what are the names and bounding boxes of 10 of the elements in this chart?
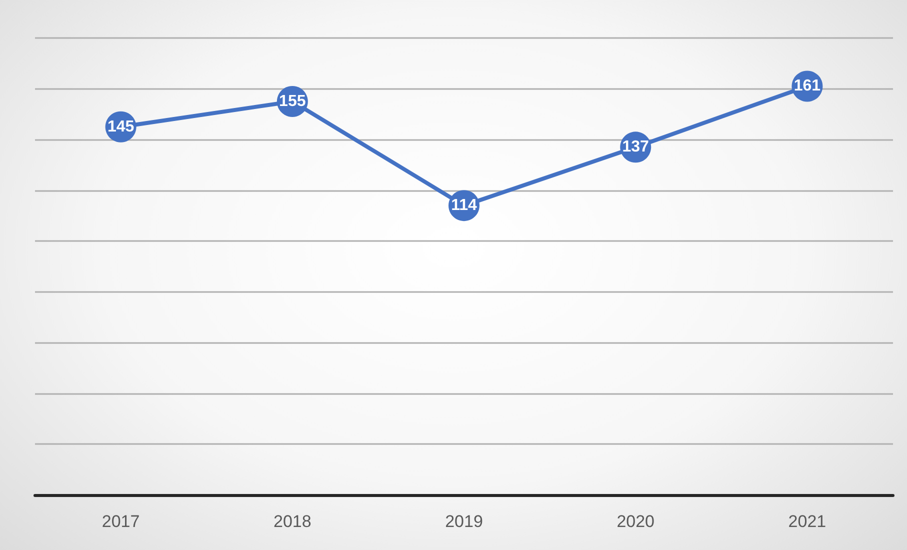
x-tick-label: 2018 xyxy=(273,512,312,531)
data-label: 145 xyxy=(107,118,134,136)
x-tick-label: 2021 xyxy=(788,512,826,531)
x-tick-label: 2017 xyxy=(102,512,140,531)
x-tick-label: 2019 xyxy=(445,512,483,531)
data-label: 161 xyxy=(794,78,821,95)
data-label: 155 xyxy=(279,92,306,110)
data-label: 137 xyxy=(622,138,650,156)
x-tick-label: 2020 xyxy=(616,512,655,531)
data-label: 114 xyxy=(451,197,478,214)
